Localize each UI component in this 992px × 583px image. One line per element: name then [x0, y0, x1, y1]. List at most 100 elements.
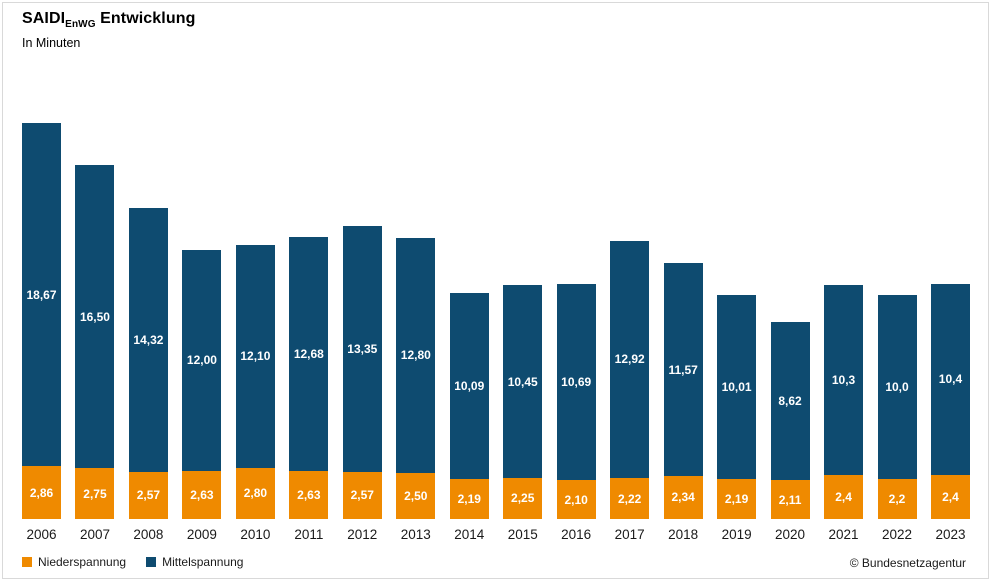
bar-value-label: 10,69 [561, 375, 592, 390]
legend-swatch [22, 557, 32, 567]
legend-item: Mittelspannung [146, 555, 243, 569]
x-axis-label: 2016 [561, 527, 592, 542]
x-axis-label: 2007 [79, 527, 110, 542]
bar-value-label: 8,62 [778, 393, 802, 408]
x-axis-label: 2023 [935, 527, 966, 542]
bar-column: 12,10 2,80 [235, 245, 275, 519]
x-axis-label: 2013 [400, 527, 431, 542]
bar-value-label: 16,50 [79, 309, 110, 324]
bar-segment-mittelspannung: 14,32 [128, 208, 168, 472]
bar-value-label: 2,10 [564, 492, 588, 507]
x-axis-label: 2021 [828, 527, 859, 542]
bar-segment-mittelspannung: 12,92 [610, 240, 650, 479]
bar-segment-mittelspannung: 8,62 [770, 321, 810, 481]
copyright-label: © Bundesnetzagentur [849, 556, 966, 570]
bar-segment-mittelspannung: 12,80 [396, 237, 436, 474]
bar-column: 18,67 2,86 [22, 123, 61, 519]
bar-segment-niederspannung: 2,10 [556, 480, 596, 519]
x-axis-label: 2008 [133, 527, 164, 542]
bar-segment-mittelspannung: 18,67 [22, 123, 61, 467]
bar-column: 10,3 2,4 [824, 285, 864, 519]
bar-value-label: 2,19 [457, 491, 481, 506]
bar-column: 12,92 2,22 [610, 240, 650, 519]
legend: Niederspannung Mittelspannung [22, 555, 243, 569]
x-axis: 2006 2007 2008 2009 2010 2011 2012 2013 2014 2015… [22, 527, 970, 542]
bar-segment-niederspannung: 2,4 [930, 474, 970, 519]
bar-column: 12,00 2,63 [182, 249, 222, 519]
bar-value-label: 2,2 [888, 491, 906, 506]
bar-segment-mittelspannung: 10,3 [824, 285, 864, 475]
x-axis-label: 2009 [186, 527, 217, 542]
bar-segment-mittelspannung: 10,01 [717, 294, 757, 479]
bar-value-label: 2,19 [724, 491, 749, 506]
bar-value-label: 2,22 [617, 491, 642, 506]
bar-value-label: 14,32 [133, 333, 164, 348]
bar-column: 13,35 2,57 [342, 226, 382, 519]
bar-value-label: 10,09 [454, 378, 485, 393]
bar-value-label: 18,67 [26, 287, 57, 302]
x-axis-label: 2014 [454, 527, 485, 542]
bar-value-label: 11,57 [668, 362, 698, 377]
bar-value-label: 10,45 [507, 374, 538, 389]
bar-value-label: 2,57 [350, 488, 374, 503]
bar-value-label: 12,80 [400, 348, 431, 363]
bars: 18,67 2,86 16,50 2,75 14,32 2,57 12,00 2,63 12,1… [22, 123, 970, 519]
title-rest: Entwicklung [95, 10, 196, 27]
bar-segment-niederspannung: 2,80 [235, 467, 275, 519]
x-axis-label: 2010 [240, 527, 271, 542]
bar-segment-niederspannung: 2,86 [22, 466, 61, 519]
legend-item: Niederspannung [22, 555, 126, 569]
bar-column: 12,80 2,50 [396, 237, 436, 519]
bar-segment-niederspannung: 2,63 [289, 470, 329, 519]
bar-value-label: 2,57 [136, 488, 161, 503]
x-axis-label: 2018 [668, 527, 699, 542]
bar-segment-niederspannung: 2,75 [75, 468, 115, 519]
bar-column: 10,01 2,19 [717, 294, 757, 519]
bar-value-label: 10,4 [938, 372, 963, 387]
bar-segment-mittelspannung: 10,0 [877, 294, 917, 479]
bar-segment-mittelspannung: 11,57 [663, 263, 703, 476]
bar-segment-mittelspannung: 12,00 [182, 249, 222, 471]
x-axis-label: 2019 [721, 527, 752, 542]
bar-value-label: 10,0 [885, 379, 909, 394]
bar-segment-mittelspannung: 13,35 [342, 226, 382, 472]
legend-swatch [146, 557, 157, 567]
x-axis-label: 2011 [294, 527, 324, 542]
bar-segment-niederspannung: 2,57 [342, 471, 382, 519]
bar-segment-niederspannung: 2,34 [663, 475, 703, 519]
bar-value-label: 10,01 [721, 379, 752, 394]
x-axis-label: 2022 [881, 527, 913, 542]
bar-value-label: 12,10 [240, 349, 271, 364]
x-axis-label: 2020 [775, 527, 806, 542]
bar-value-label: 2,80 [243, 486, 268, 501]
bar-segment-niederspannung: 2,4 [824, 474, 864, 519]
bar-value-label: 2,25 [511, 491, 535, 506]
bar-segment-mittelspannung: 10,69 [556, 283, 596, 481]
bar-value-label: 2,50 [404, 489, 428, 504]
x-axis-label: 2017 [614, 527, 645, 542]
bar-value-label: 2,11 [778, 492, 802, 507]
bar-value-label: 2,86 [29, 485, 54, 500]
bar-value-label: 2,75 [83, 486, 107, 501]
bar-segment-niederspannung: 2,19 [717, 478, 757, 519]
bar-value-label: 2,34 [671, 490, 695, 505]
bar-segment-niederspannung: 2,11 [770, 480, 810, 519]
bar-column: 16,50 2,75 [75, 165, 115, 519]
bar-column: 11,57 2,34 [663, 263, 703, 519]
x-axis-label: 2006 [26, 527, 57, 542]
bar-segment-niederspannung: 2,22 [610, 478, 650, 519]
page-title: SAIDIEnWG Entwicklung [22, 10, 195, 34]
legend-label: Mittelspannung [162, 555, 244, 569]
bar-column: 12,68 2,63 [289, 237, 329, 519]
bar-segment-mittelspannung: 10,45 [503, 285, 543, 478]
bar-column: 10,69 2,10 [556, 283, 596, 519]
chart-header: SAIDIEnWG Entwicklung In Minuten [22, 10, 195, 51]
bar-column: 14,32 2,57 [128, 208, 168, 519]
bar-segment-niederspannung: 2,19 [449, 478, 489, 519]
bar-segment-niederspannung: 2,57 [128, 471, 168, 519]
bar-segment-niederspannung: 2,50 [396, 473, 436, 519]
bar-segment-mittelspannung: 10,4 [930, 283, 970, 475]
bar-segment-mittelspannung: 10,09 [449, 293, 489, 479]
bar-value-label: 2,4 [942, 489, 959, 504]
